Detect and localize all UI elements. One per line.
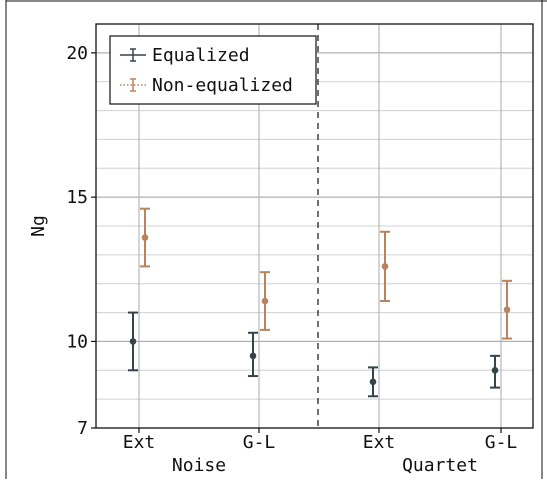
data-point [503,306,511,313]
y-tick-label: 7 [77,418,88,439]
y-tick-label: 15 [66,187,88,208]
data-point [369,378,377,386]
x-category-label: G-L [485,432,518,453]
data-point [141,234,149,241]
data-layer [128,207,512,398]
axis-layer: 7 10 15 20 Ng Ext G-L Noise Ext G-L Quartet [5,0,547,479]
legend-box [109,35,317,105]
y-tick-label: 10 [66,331,88,352]
data-point [381,263,389,270]
data-point [491,366,499,374]
data-point [261,297,269,305]
x-group-label: Quartet [402,455,478,476]
y-tick-label: 20 [66,43,88,64]
legend-label: Equalized [152,45,250,66]
x-category-label: Ext [123,432,156,453]
x-category-label: Ext [363,432,396,453]
x-category-label: G-L [243,432,276,453]
data-point [249,352,257,360]
y-axis-label: Ng [28,215,49,237]
data-point [129,338,137,345]
x-group-label: Noise [172,455,226,476]
legend: Equalized Non-equalized [109,35,317,105]
plot-frame [95,23,534,429]
legend-label: Non-equalized [152,75,293,96]
